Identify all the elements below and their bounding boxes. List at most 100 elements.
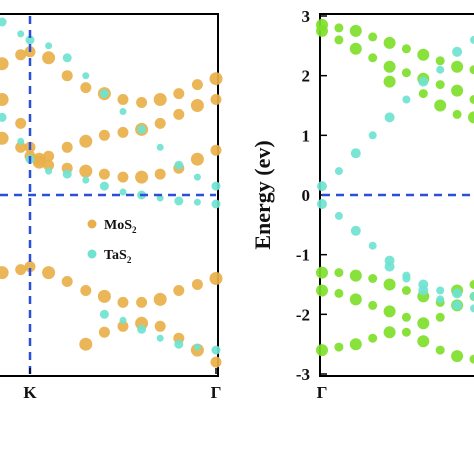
data-point-green <box>451 84 464 97</box>
data-point-green <box>417 317 430 330</box>
data-point-mos2 <box>97 289 111 303</box>
data-point-cyan <box>317 199 327 209</box>
data-point-green <box>316 266 328 279</box>
right-panel: Energy (ev) 3 2 1 0 -1 -2 -3 Γ <box>250 7 474 402</box>
data-point-mos2 <box>210 144 222 156</box>
data-point-mos2 <box>117 126 129 138</box>
data-point-mos2 <box>210 94 222 105</box>
right-x-ticks: Γ <box>317 383 328 402</box>
data-point-mos2 <box>15 49 27 61</box>
data-point-mos2 <box>173 285 185 296</box>
data-point-mos2 <box>153 93 167 106</box>
data-point-tas2 <box>45 167 53 175</box>
data-point-mos2 <box>154 320 166 332</box>
data-point-tas2 <box>99 309 109 319</box>
data-point-green <box>469 65 474 75</box>
data-point-mos2 <box>154 168 166 180</box>
data-point-cyan <box>317 181 327 192</box>
data-point-mos2 <box>43 159 55 171</box>
left-x-ticks: K Γ <box>23 368 221 402</box>
data-point-mos2 <box>79 134 93 148</box>
data-point-green <box>452 109 462 119</box>
data-point-cyan <box>384 261 395 272</box>
data-point-tas2 <box>99 181 109 191</box>
data-point-green <box>383 326 396 339</box>
y-tick-label: 3 <box>302 7 311 26</box>
data-point-tas2 <box>174 196 184 206</box>
data-point-cyan <box>402 274 411 283</box>
data-point-green <box>468 111 474 124</box>
data-point-tas2 <box>0 112 7 122</box>
data-point-green <box>435 80 445 90</box>
data-point-mos2 <box>173 108 185 120</box>
data-point-cyan <box>436 286 445 295</box>
data-point-mos2 <box>61 276 73 287</box>
data-point-mos2 <box>136 296 148 308</box>
data-point-mos2 <box>190 152 204 166</box>
data-point-mos2 <box>117 296 129 308</box>
data-point-mos2 <box>32 155 46 169</box>
data-point-cyan <box>436 65 445 74</box>
legend-label-tas2: TaS2 <box>104 248 132 265</box>
y-tick-label: -1 <box>296 246 310 265</box>
data-point-green <box>349 293 362 306</box>
data-point-mos2 <box>136 97 148 108</box>
x-tick-label-gamma-right: Γ <box>317 383 328 402</box>
data-point-mos2 <box>117 171 129 183</box>
data-point-mos2 <box>173 88 185 100</box>
data-point-mos2 <box>191 279 203 290</box>
data-point-tas2 <box>17 137 25 145</box>
data-point-tas2 <box>211 199 221 209</box>
data-point-tas2 <box>119 108 127 115</box>
data-point-tas2 <box>17 30 25 38</box>
right-panel-frame <box>319 13 474 377</box>
data-point-tas2 <box>45 42 53 50</box>
data-point-mos2 <box>210 356 222 368</box>
y-tick-label: -3 <box>296 365 310 384</box>
y-tick-label: -2 <box>296 305 310 324</box>
data-point-tas2 <box>137 324 147 334</box>
data-point-cyan <box>452 288 463 299</box>
data-point-mos2 <box>209 72 223 86</box>
y-tick-label: 0 <box>302 186 311 205</box>
data-point-tas2 <box>0 17 7 27</box>
data-point-green <box>316 284 328 297</box>
data-point-green <box>368 333 378 343</box>
y-axis-label: Energy (ev) <box>250 140 275 249</box>
data-point-green <box>383 60 396 73</box>
data-point-green <box>383 305 396 318</box>
data-point-green <box>434 99 447 112</box>
data-point-cyan <box>368 241 377 250</box>
data-point-cyan <box>418 285 429 296</box>
data-point-green <box>401 327 411 337</box>
data-point-green <box>334 35 344 45</box>
data-point-mos2 <box>0 57 9 71</box>
data-point-cyan <box>350 225 361 236</box>
data-point-tas2 <box>193 173 201 181</box>
data-point-mos2 <box>117 320 129 332</box>
data-point-green <box>435 56 445 66</box>
data-point-green <box>349 269 362 282</box>
data-point-tas2 <box>156 334 164 342</box>
data-point-mos2 <box>79 337 93 351</box>
data-point-mos2 <box>24 261 36 273</box>
data-point-cyan <box>368 131 377 140</box>
data-point-green <box>435 345 445 355</box>
legend-marker-tas2 <box>87 249 97 259</box>
left-data-points <box>0 17 223 368</box>
data-point-cyan <box>334 211 343 220</box>
data-point-mos2 <box>135 170 149 184</box>
data-point-green <box>383 36 396 49</box>
x-tick-label-k: K <box>23 383 37 402</box>
data-point-green <box>349 42 362 55</box>
data-point-mos2 <box>190 99 204 112</box>
data-point-mos2 <box>153 292 167 306</box>
data-point-mos2 <box>209 272 223 285</box>
data-point-mos2 <box>42 51 56 65</box>
legend-marker-mos2 <box>87 219 97 229</box>
data-point-green <box>451 350 464 363</box>
data-point-mos2 <box>61 70 73 82</box>
data-point-green <box>383 75 396 88</box>
data-point-mos2 <box>80 285 92 296</box>
